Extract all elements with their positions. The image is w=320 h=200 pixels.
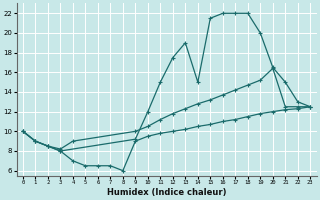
X-axis label: Humidex (Indice chaleur): Humidex (Indice chaleur) [107, 188, 226, 197]
